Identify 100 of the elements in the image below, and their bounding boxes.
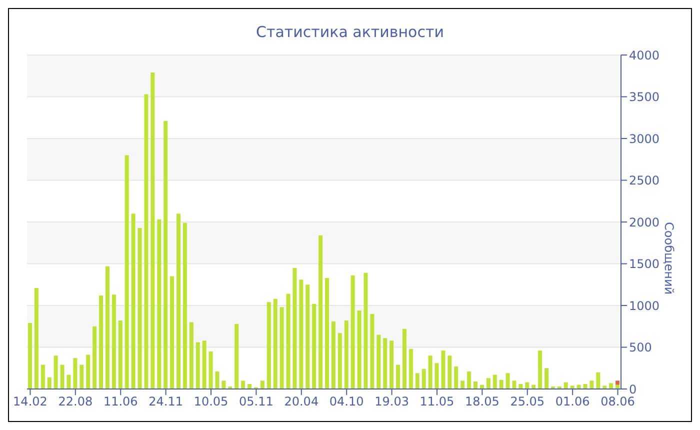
- x-tick-label: 11.05: [420, 394, 454, 409]
- bar: [73, 358, 78, 389]
- chart-title: Статистика активности: [255, 23, 445, 43]
- x-tick-label: 20.04: [284, 394, 319, 409]
- bar: [299, 280, 304, 389]
- bar: [189, 322, 194, 389]
- bar: [86, 354, 90, 389]
- x-tick-label: 05.11: [239, 394, 274, 409]
- bar: [196, 342, 200, 389]
- bar: [570, 386, 574, 389]
- bar: [518, 384, 523, 389]
- bar: [616, 380, 620, 385]
- x-tick-label: 22.08: [58, 394, 93, 409]
- bar: [112, 294, 116, 389]
- bar: [590, 380, 594, 389]
- bar: [124, 155, 129, 389]
- bar: [512, 380, 516, 389]
- bar: [331, 321, 336, 389]
- bar: [338, 333, 342, 389]
- bar: [506, 373, 510, 389]
- bar: [357, 310, 362, 389]
- bar: [157, 219, 162, 389]
- bar: [66, 374, 71, 389]
- y-tick-label: 4000: [629, 48, 660, 62]
- x-tick-label: 25.05: [510, 394, 545, 409]
- bar: [434, 363, 439, 389]
- bar: [474, 381, 478, 389]
- x-tick-label: 01.06: [555, 394, 590, 409]
- bar: [370, 314, 374, 389]
- bar: [40, 364, 45, 389]
- bar: [538, 350, 542, 389]
- bar: [92, 326, 97, 389]
- x-tick-label: 19.03: [374, 394, 409, 409]
- bar: [176, 214, 180, 389]
- y-axis-title: Сообщений: [662, 222, 676, 295]
- bar: [350, 275, 355, 389]
- bar: [266, 302, 271, 389]
- bar: [215, 371, 220, 389]
- bar: [422, 368, 426, 389]
- bar: [318, 235, 323, 389]
- bar: [499, 380, 504, 389]
- y-tick-label: 2500: [629, 174, 660, 188]
- bar: [131, 214, 136, 389]
- bar: [248, 384, 252, 389]
- bar: [105, 266, 110, 389]
- y-tick-label: 500: [629, 340, 652, 355]
- y-tick-label: 0: [629, 382, 637, 396]
- bar: [396, 364, 400, 389]
- bar: [118, 320, 122, 389]
- bar: [182, 222, 187, 389]
- x-tick-label: 24.11: [148, 394, 183, 409]
- bar: [144, 94, 148, 389]
- bar: [454, 366, 458, 389]
- bar: [364, 272, 368, 389]
- bar: [34, 288, 38, 389]
- x-tick-label: 14.02: [13, 394, 48, 409]
- bar: [428, 356, 432, 389]
- bar: [609, 383, 614, 389]
- x-tick-label: 08.06: [600, 394, 635, 409]
- bar: [208, 351, 213, 389]
- bar: [467, 371, 472, 389]
- y-tick-label: 3000: [629, 132, 660, 146]
- bar: [596, 372, 600, 389]
- bar: [441, 350, 446, 389]
- bar: [312, 304, 316, 389]
- bar: [164, 120, 168, 389]
- bar: [260, 380, 264, 389]
- bar: [241, 380, 246, 389]
- bar: [150, 72, 155, 389]
- bar: [28, 323, 32, 389]
- bar: [280, 307, 284, 389]
- bar: [344, 320, 348, 389]
- bar: [602, 386, 607, 389]
- bar: [99, 295, 104, 389]
- bar: [492, 374, 497, 389]
- bar: [325, 278, 329, 389]
- bar: [460, 380, 465, 389]
- bar: [60, 364, 64, 389]
- bar: [292, 268, 297, 389]
- bar: [525, 382, 530, 389]
- bar: [54, 356, 58, 389]
- y-tick-label: 1000: [629, 298, 660, 313]
- y-tick-label: 3500: [629, 90, 660, 104]
- bar: [222, 380, 226, 389]
- x-tick-label: 11.06: [103, 394, 138, 409]
- bar: [47, 377, 52, 389]
- bar: [286, 294, 290, 389]
- y-tick-label: 2000: [629, 215, 660, 230]
- bar: [486, 378, 490, 389]
- bar: [170, 276, 174, 389]
- y-tick-label: 1500: [629, 257, 660, 272]
- bar: [138, 228, 142, 389]
- bar: [544, 368, 549, 389]
- bar: [273, 298, 278, 389]
- bar: [306, 284, 310, 389]
- bar: [376, 334, 381, 389]
- bar: [202, 340, 206, 389]
- bar: [80, 364, 84, 389]
- bar: [583, 384, 588, 389]
- x-tick-label: 10.05: [194, 394, 228, 409]
